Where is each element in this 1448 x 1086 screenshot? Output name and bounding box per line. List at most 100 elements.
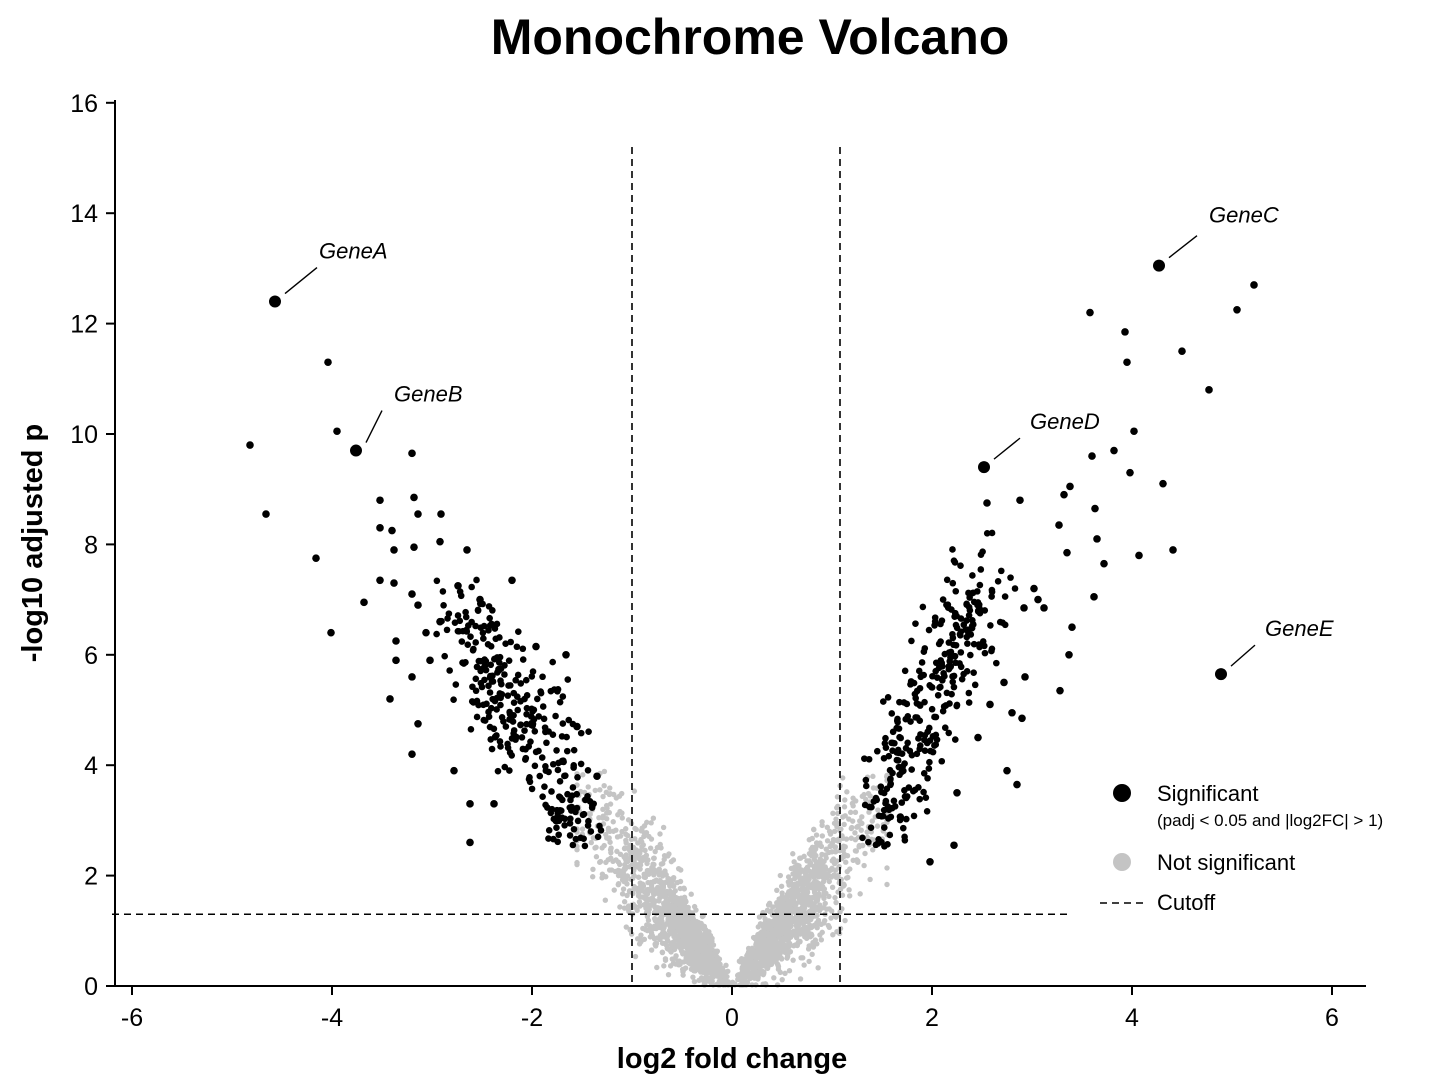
point-not-significant	[652, 848, 658, 855]
point-significant	[552, 712, 559, 720]
gene-leader-line	[365, 410, 383, 443]
point-significant	[472, 687, 480, 695]
point-significant	[880, 754, 888, 762]
point-significant	[981, 649, 989, 657]
point-significant	[1007, 574, 1014, 581]
point-significant	[986, 700, 994, 709]
point-significant	[923, 807, 931, 815]
point-not-significant	[786, 968, 793, 974]
point-not-significant	[874, 823, 881, 829]
point-significant	[921, 698, 928, 706]
point-significant	[501, 662, 508, 669]
point-not-significant	[752, 934, 758, 941]
point-significant	[497, 677, 504, 685]
point-not-significant	[744, 953, 750, 959]
point-significant	[1000, 678, 1008, 687]
point-significant	[904, 713, 912, 720]
point-significant	[865, 838, 872, 846]
point-significant	[884, 841, 891, 848]
point-significant	[504, 744, 512, 752]
point-significant	[531, 762, 539, 770]
point-significant	[1130, 427, 1138, 436]
point-significant	[945, 729, 953, 737]
point-significant	[408, 673, 416, 681]
point-not-significant	[849, 824, 855, 831]
point-significant	[887, 780, 895, 788]
point-not-significant	[611, 887, 617, 893]
point-not-significant	[866, 809, 872, 815]
point-not-significant	[677, 878, 684, 885]
point-significant	[473, 663, 481, 671]
point-significant	[880, 789, 888, 797]
point-significant	[877, 783, 885, 790]
point-not-significant	[852, 809, 859, 816]
point-significant	[577, 760, 585, 768]
point-not-significant	[632, 836, 638, 842]
point-not-significant	[648, 924, 655, 931]
point-significant	[549, 731, 557, 738]
point-not-significant	[678, 918, 684, 924]
point-not-significant	[790, 871, 796, 877]
point-significant	[1178, 347, 1186, 356]
point-not-significant	[641, 830, 648, 836]
point-significant	[1066, 482, 1074, 491]
point-not-significant	[648, 820, 654, 826]
point-significant	[486, 622, 494, 629]
point-significant	[468, 618, 475, 626]
point-not-significant	[863, 796, 869, 803]
point-not-significant	[616, 861, 623, 868]
point-significant	[570, 825, 578, 833]
point-not-significant	[798, 955, 804, 961]
gene-leader-line	[993, 437, 1021, 460]
point-significant	[913, 750, 921, 758]
point-significant	[408, 449, 416, 458]
point-significant	[963, 667, 971, 675]
point-significant	[473, 576, 480, 584]
point-significant	[468, 698, 476, 705]
point-not-significant	[593, 844, 599, 851]
point-significant	[969, 589, 977, 597]
point-significant	[559, 720, 567, 727]
point-significant	[952, 587, 960, 595]
point-significant	[539, 703, 547, 710]
point-significant	[977, 566, 985, 573]
point-significant	[949, 630, 956, 638]
point-significant	[1001, 593, 1009, 600]
point-not-significant	[585, 784, 591, 790]
point-significant	[921, 736, 928, 744]
y-tick-label: 4	[84, 752, 98, 780]
point-not-significant	[653, 940, 660, 947]
point-significant	[915, 667, 923, 675]
point-significant	[912, 694, 919, 702]
point-significant	[481, 662, 489, 669]
point-significant	[542, 728, 549, 736]
point-significant	[514, 706, 522, 714]
point-significant	[889, 747, 896, 755]
point-not-significant	[811, 865, 818, 871]
point-not-significant	[764, 907, 771, 914]
point-not-significant	[702, 959, 709, 966]
point-not-significant	[806, 868, 812, 874]
point-significant	[889, 769, 896, 777]
point-not-significant	[857, 891, 863, 897]
point-significant	[904, 739, 911, 747]
point-significant	[450, 696, 457, 704]
point-not-significant	[792, 942, 798, 948]
point-not-significant	[846, 893, 853, 899]
point-not-significant	[818, 937, 825, 943]
point-not-significant	[624, 892, 630, 899]
point-significant	[983, 530, 991, 537]
point-not-significant	[837, 827, 843, 834]
point-significant	[947, 654, 954, 661]
point-significant	[880, 824, 888, 831]
gene-point	[1215, 668, 1227, 681]
point-not-significant	[685, 938, 691, 945]
point-significant	[566, 832, 574, 839]
point-significant	[485, 603, 493, 610]
point-significant	[472, 639, 479, 646]
point-significant	[454, 612, 462, 619]
point-significant	[1065, 651, 1073, 659]
point-significant	[545, 835, 552, 842]
y-axis-label: -log10 adjusted p	[17, 424, 49, 662]
point-not-significant	[736, 958, 743, 964]
